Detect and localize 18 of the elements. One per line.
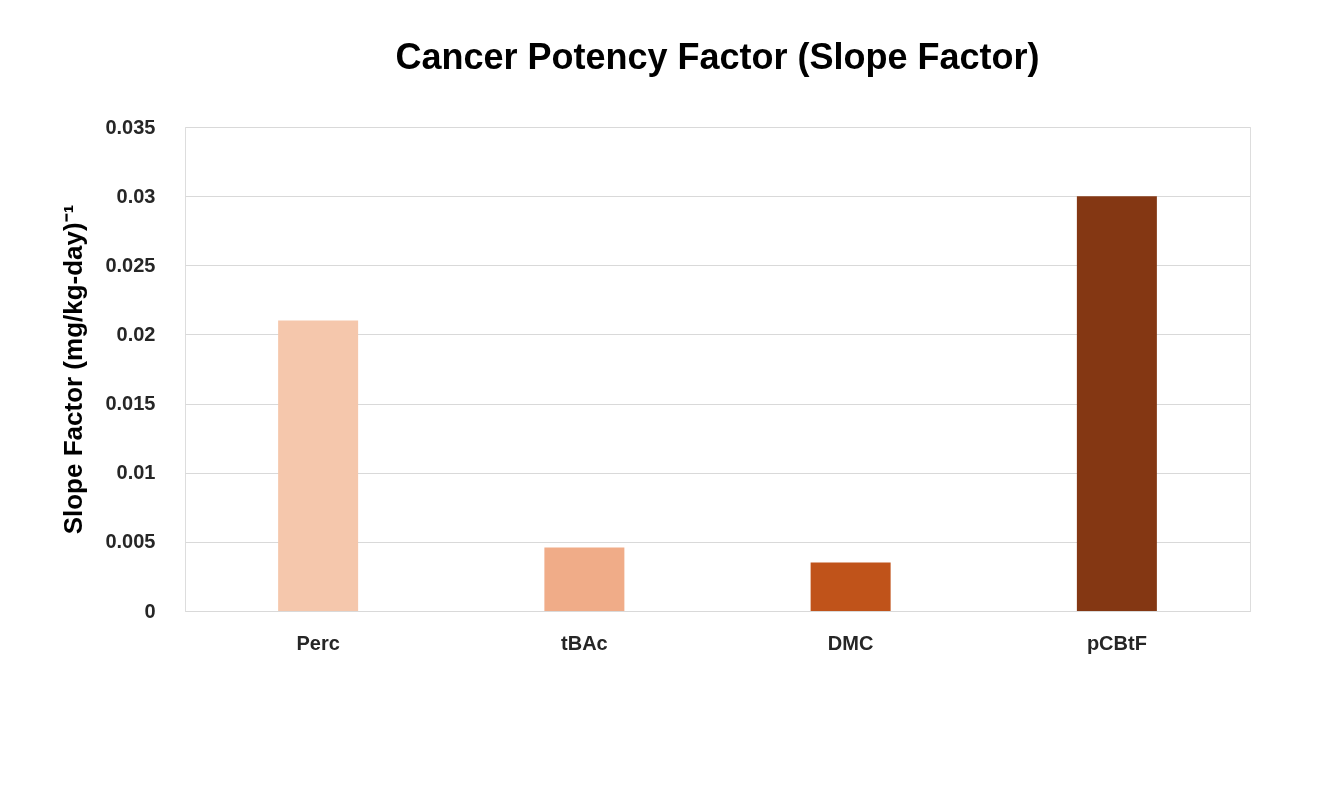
x-tick-label: Perc [296,631,340,654]
bar [278,320,359,611]
bar [810,562,891,611]
x-tick-label: tBAc [561,631,608,654]
y-tick-label: 0.015 [105,392,156,415]
y-axis-title: Slope Factor (mg/kg-day)⁻¹ [58,204,89,535]
y-tick-label: 0.03 [116,184,156,207]
bar [544,547,625,611]
x-tick-label: DMC [827,631,874,654]
y-tick-label: 0.01 [116,461,156,484]
y-tick-label: 0.02 [116,322,156,345]
bar [1076,196,1157,611]
chart-title: Cancer Potency Factor (Slope Factor) [395,36,1040,77]
y-tick-label: 0.025 [105,253,156,276]
y-tick-label: 0.035 [105,115,156,138]
y-tick-label: 0.005 [105,530,156,553]
x-tick-label: pCBtF [1086,631,1147,654]
y-tick-label: 0 [144,599,156,622]
